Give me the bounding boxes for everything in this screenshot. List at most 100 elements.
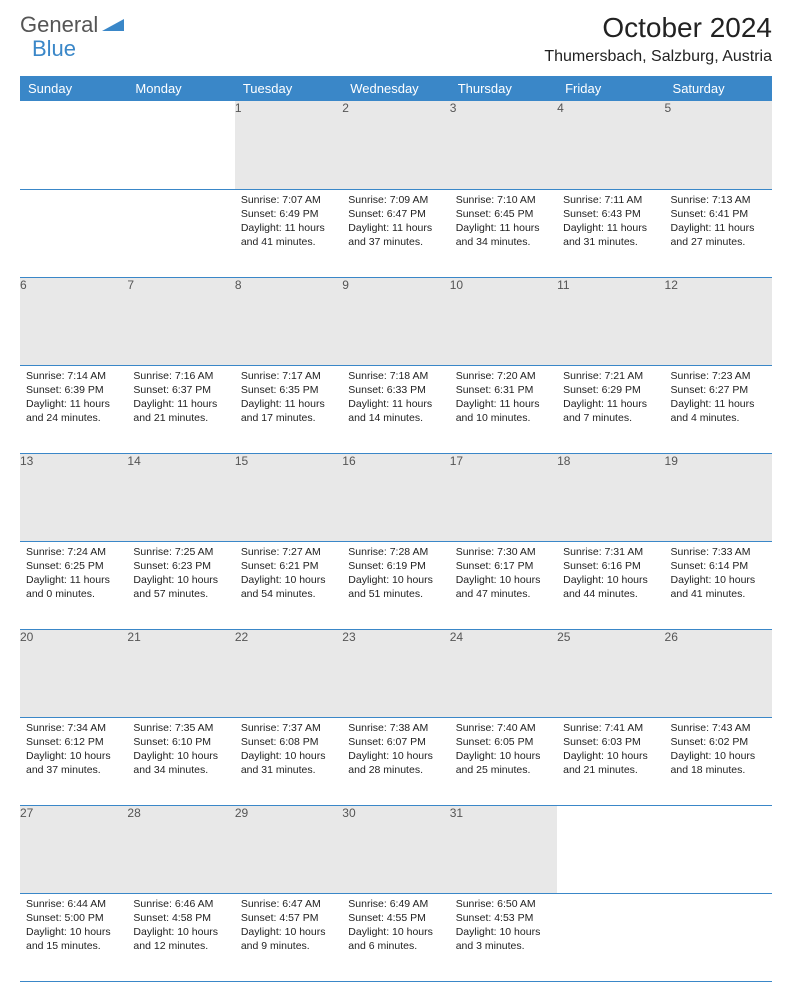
day-cell-content: Sunrise: 7:24 AMSunset: 6:25 PMDaylight:…	[20, 542, 127, 607]
sunrise-text: Sunrise: 7:13 AM	[671, 193, 766, 207]
day-cell: Sunrise: 7:38 AMSunset: 6:07 PMDaylight:…	[342, 717, 449, 805]
day-cell: Sunrise: 7:18 AMSunset: 6:33 PMDaylight:…	[342, 365, 449, 453]
daylight-text: Daylight: 10 hours	[348, 573, 443, 587]
day-cell: Sunrise: 7:21 AMSunset: 6:29 PMDaylight:…	[557, 365, 664, 453]
day-cell-content: Sunrise: 7:17 AMSunset: 6:35 PMDaylight:…	[235, 366, 342, 431]
day-cell	[20, 189, 127, 277]
sunset-text: Sunset: 6:47 PM	[348, 207, 443, 221]
day-cell: Sunrise: 7:33 AMSunset: 6:14 PMDaylight:…	[665, 541, 772, 629]
day-cell: Sunrise: 6:50 AMSunset: 4:53 PMDaylight:…	[450, 893, 557, 981]
daylight-text2: and 41 minutes.	[241, 235, 336, 249]
day-header: Saturday	[665, 76, 772, 101]
sunset-text: Sunset: 6:17 PM	[456, 559, 551, 573]
daylight-text: Daylight: 10 hours	[241, 573, 336, 587]
day-header: Monday	[127, 76, 234, 101]
daylight-text2: and 7 minutes.	[563, 411, 658, 425]
day-number: 18	[557, 453, 664, 541]
day-cell: Sunrise: 7:34 AMSunset: 6:12 PMDaylight:…	[20, 717, 127, 805]
daylight-text: Daylight: 10 hours	[133, 925, 228, 939]
sunset-text: Sunset: 6:33 PM	[348, 383, 443, 397]
day-number-row: 20212223242526	[20, 629, 772, 717]
day-cell-content: Sunrise: 7:30 AMSunset: 6:17 PMDaylight:…	[450, 542, 557, 607]
sunrise-text: Sunrise: 6:47 AM	[241, 897, 336, 911]
daylight-text2: and 44 minutes.	[563, 587, 658, 601]
day-cell: Sunrise: 7:40 AMSunset: 6:05 PMDaylight:…	[450, 717, 557, 805]
day-cell: Sunrise: 7:37 AMSunset: 6:08 PMDaylight:…	[235, 717, 342, 805]
day-cell-content: Sunrise: 7:23 AMSunset: 6:27 PMDaylight:…	[665, 366, 772, 431]
daylight-text2: and 14 minutes.	[348, 411, 443, 425]
day-cell-content: Sunrise: 7:13 AMSunset: 6:41 PMDaylight:…	[665, 190, 772, 255]
day-number: 24	[450, 629, 557, 717]
daylight-text: Daylight: 11 hours	[563, 221, 658, 235]
sunrise-text: Sunrise: 7:21 AM	[563, 369, 658, 383]
day-cell-content: Sunrise: 7:10 AMSunset: 6:45 PMDaylight:…	[450, 190, 557, 255]
daylight-text: Daylight: 10 hours	[456, 925, 551, 939]
day-content-row: Sunrise: 7:24 AMSunset: 6:25 PMDaylight:…	[20, 541, 772, 629]
daylight-text2: and 28 minutes.	[348, 763, 443, 777]
sunset-text: Sunset: 6:05 PM	[456, 735, 551, 749]
sunrise-text: Sunrise: 7:10 AM	[456, 193, 551, 207]
day-cell-content: Sunrise: 7:34 AMSunset: 6:12 PMDaylight:…	[20, 718, 127, 783]
daylight-text2: and 9 minutes.	[241, 939, 336, 953]
daylight-text2: and 54 minutes.	[241, 587, 336, 601]
sunrise-text: Sunrise: 7:33 AM	[671, 545, 766, 559]
day-number: 15	[235, 453, 342, 541]
daylight-text: Daylight: 10 hours	[26, 749, 121, 763]
daylight-text: Daylight: 10 hours	[348, 749, 443, 763]
day-cell-content: Sunrise: 7:28 AMSunset: 6:19 PMDaylight:…	[342, 542, 449, 607]
sunrise-text: Sunrise: 7:31 AM	[563, 545, 658, 559]
daylight-text2: and 31 minutes.	[563, 235, 658, 249]
daylight-text2: and 15 minutes.	[26, 939, 121, 953]
day-cell	[665, 893, 772, 981]
sunset-text: Sunset: 6:31 PM	[456, 383, 551, 397]
day-cell: Sunrise: 6:46 AMSunset: 4:58 PMDaylight:…	[127, 893, 234, 981]
day-header: Tuesday	[235, 76, 342, 101]
daylight-text: Daylight: 10 hours	[241, 925, 336, 939]
day-header: Thursday	[450, 76, 557, 101]
day-number-row: 6789101112	[20, 277, 772, 365]
day-cell	[557, 893, 664, 981]
day-number: 5	[665, 101, 772, 189]
day-cell: Sunrise: 7:30 AMSunset: 6:17 PMDaylight:…	[450, 541, 557, 629]
daylight-text2: and 12 minutes.	[133, 939, 228, 953]
daylight-text: Daylight: 10 hours	[456, 573, 551, 587]
day-number: 13	[20, 453, 127, 541]
daylight-text2: and 10 minutes.	[456, 411, 551, 425]
sunrise-text: Sunrise: 7:34 AM	[26, 721, 121, 735]
daylight-text2: and 57 minutes.	[133, 587, 228, 601]
day-cell-content: Sunrise: 6:44 AMSunset: 5:00 PMDaylight:…	[20, 894, 127, 959]
day-cell-content: Sunrise: 7:40 AMSunset: 6:05 PMDaylight:…	[450, 718, 557, 783]
day-number: 2	[342, 101, 449, 189]
month-title: October 2024	[544, 12, 772, 44]
sunset-text: Sunset: 6:39 PM	[26, 383, 121, 397]
day-content-row: Sunrise: 7:07 AMSunset: 6:49 PMDaylight:…	[20, 189, 772, 277]
day-cell: Sunrise: 7:14 AMSunset: 6:39 PMDaylight:…	[20, 365, 127, 453]
sunset-text: Sunset: 4:57 PM	[241, 911, 336, 925]
day-cell-content: Sunrise: 7:14 AMSunset: 6:39 PMDaylight:…	[20, 366, 127, 431]
day-content-row: Sunrise: 7:14 AMSunset: 6:39 PMDaylight:…	[20, 365, 772, 453]
sunset-text: Sunset: 6:21 PM	[241, 559, 336, 573]
sunrise-text: Sunrise: 7:18 AM	[348, 369, 443, 383]
day-number: 10	[450, 277, 557, 365]
daylight-text2: and 21 minutes.	[133, 411, 228, 425]
sunset-text: Sunset: 6:43 PM	[563, 207, 658, 221]
day-number: 16	[342, 453, 449, 541]
day-content-row: Sunrise: 7:34 AMSunset: 6:12 PMDaylight:…	[20, 717, 772, 805]
daylight-text: Daylight: 11 hours	[26, 573, 121, 587]
day-number	[127, 101, 234, 189]
daylight-text: Daylight: 11 hours	[671, 397, 766, 411]
day-cell-content: Sunrise: 7:38 AMSunset: 6:07 PMDaylight:…	[342, 718, 449, 783]
day-number-row: 13141516171819	[20, 453, 772, 541]
day-number: 26	[665, 629, 772, 717]
sunset-text: Sunset: 6:03 PM	[563, 735, 658, 749]
day-number: 11	[557, 277, 664, 365]
sunrise-text: Sunrise: 7:41 AM	[563, 721, 658, 735]
daylight-text: Daylight: 11 hours	[456, 397, 551, 411]
sunset-text: Sunset: 6:35 PM	[241, 383, 336, 397]
day-cell: Sunrise: 7:43 AMSunset: 6:02 PMDaylight:…	[665, 717, 772, 805]
sunrise-text: Sunrise: 7:38 AM	[348, 721, 443, 735]
day-number: 25	[557, 629, 664, 717]
day-cell: Sunrise: 6:44 AMSunset: 5:00 PMDaylight:…	[20, 893, 127, 981]
day-cell-content: Sunrise: 7:35 AMSunset: 6:10 PMDaylight:…	[127, 718, 234, 783]
day-number	[665, 805, 772, 893]
